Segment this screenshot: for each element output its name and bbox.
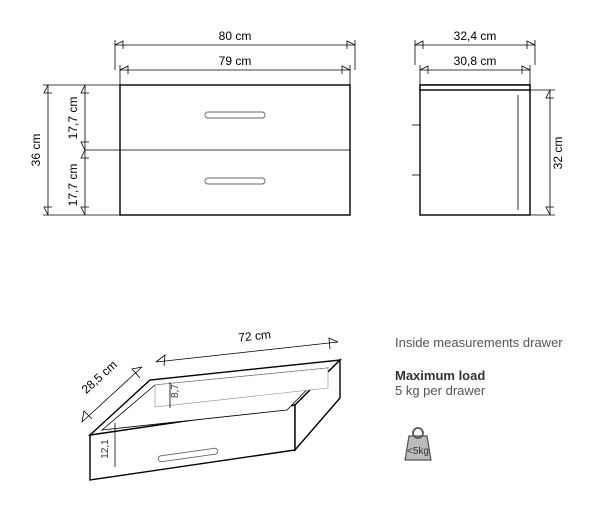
dim-outer-depth: 32,4 cm [454,29,497,43]
info-max-load-label: Maximum load [395,368,585,383]
info-max-load-value: 5 kg per drawer [395,383,585,398]
dim-iso-back-h: 8,7 [170,384,181,398]
dim-total-height: 36 cm [30,134,43,167]
weight-badge-label: <5kg [407,446,429,457]
dim-drawer-h1: 17,7 cm [66,97,80,140]
iso-drawer: 72 cm 28,5 cm 12,1 8,7 [30,270,360,510]
side-view: 32,4 cm 30,8 cm 32 cm [390,10,570,240]
dim-iso-width: 72 cm [238,327,272,344]
front-view: 79 cm 80 cm 36 cm 17,7 cm 17,7 cm [30,10,365,240]
dim-iso-front-h: 12,1 [100,439,111,459]
dim-inner-width: 79 cm [219,54,252,68]
dim-iso-depth: 28,5 cm [79,358,120,397]
dim-side-height: 32 cm [551,137,565,170]
weight-icon: <5kg [395,420,441,466]
dim-inner-depth: 30,8 cm [454,54,497,68]
info-block: Inside measurements drawer Maximum load … [395,335,585,398]
dim-outer-width: 80 cm [219,29,252,43]
info-line1: Inside measurements drawer [395,335,585,350]
dim-drawer-h2: 17,7 cm [66,164,80,207]
